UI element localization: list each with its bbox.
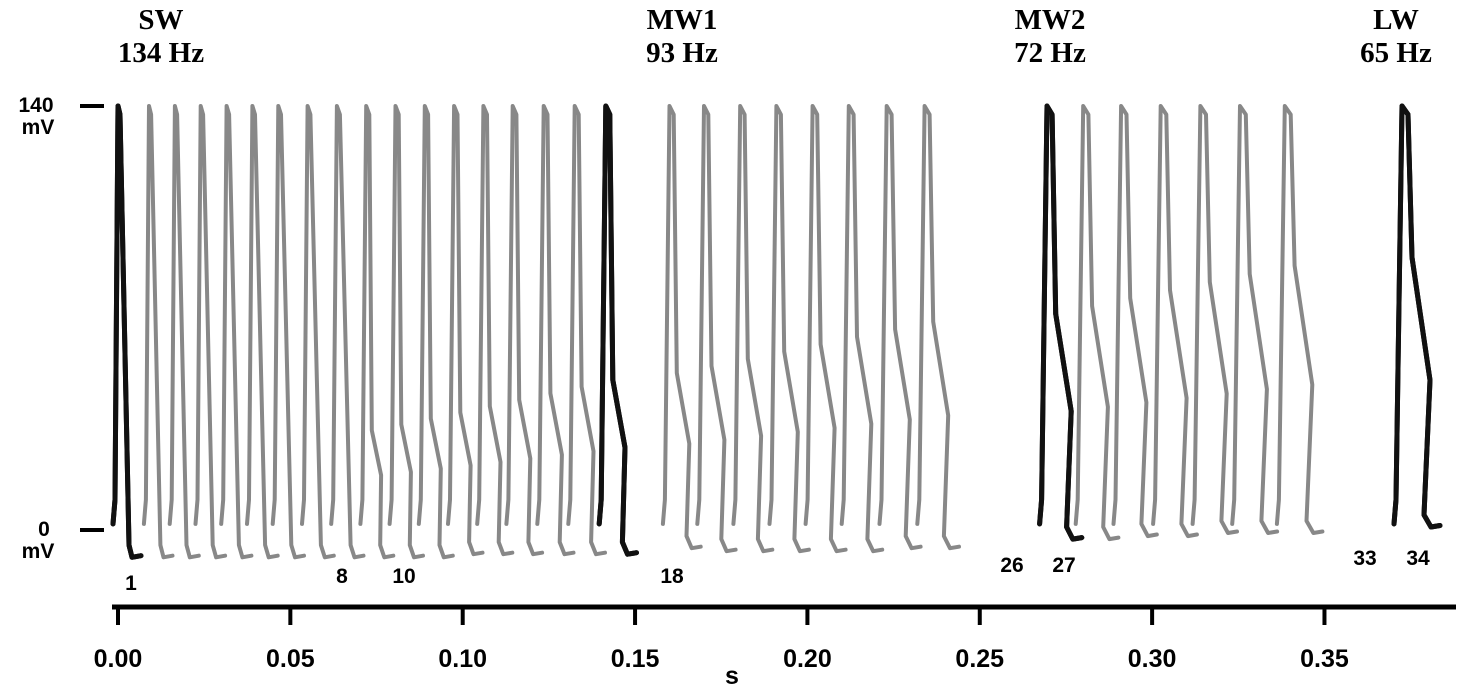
frequency-label: 93 Hz: [646, 37, 718, 69]
wave-name-label: MW1: [647, 4, 718, 36]
x-tick-label: 0.10: [438, 645, 487, 673]
spike-index-label: 34: [1406, 547, 1430, 570]
spike-trace: [329, 104, 366, 560]
spike-trace: [731, 104, 775, 554]
highlighted-spike-trace: [1037, 103, 1085, 542]
spike-trace: [660, 104, 703, 551]
spike-index-label: 10: [392, 565, 415, 588]
x-tick-label: 0.05: [266, 645, 315, 673]
frequency-label: 72 Hz: [1014, 37, 1086, 69]
spike-trace: [387, 104, 425, 560]
spike-index-label: 1: [125, 572, 137, 595]
spike-index-label: 8: [336, 565, 348, 588]
spike-trace: [535, 104, 576, 557]
x-tick-label: 0.30: [1128, 645, 1177, 673]
spike-index-label: 26: [1000, 554, 1023, 577]
spike-trace: [877, 104, 923, 551]
y-tick-unit: mV: [22, 116, 55, 139]
spike-trace: [193, 104, 228, 560]
x-tick-label: 0.35: [1300, 645, 1349, 673]
y-tick-unit: mV: [22, 540, 55, 563]
spike-trace: [1190, 104, 1239, 535]
spike-trace: [1230, 104, 1280, 535]
spike-trace: [358, 104, 396, 560]
spike-trace: [695, 104, 738, 554]
spike-trace: [141, 104, 175, 560]
x-axis: 0.00 0.05 0.10 0.15 0.20 0.25 0.30 0.35: [94, 604, 1456, 673]
spike-trace: [167, 104, 201, 560]
highlighted-spike-trace: [110, 103, 144, 560]
frequency-label: 134 Hz: [118, 37, 204, 69]
x-tick-label: 0.00: [94, 645, 143, 673]
wave-name-label: MW2: [1015, 4, 1086, 36]
spike-trace: [1111, 104, 1159, 539]
voltage-traces: [110, 103, 1443, 560]
spike-trace: [300, 104, 336, 560]
spike-index-label: 27: [1052, 554, 1075, 577]
highlighted-spike-trace: [1391, 103, 1443, 530]
spike-trace: [270, 104, 306, 560]
spike-trace: [245, 104, 280, 560]
spike-trace: [1151, 104, 1199, 539]
x-tick-label: 0.25: [955, 645, 1004, 673]
x-tick-label: 0.20: [783, 645, 832, 673]
spike-trace: [915, 104, 961, 551]
spike-trace: [803, 104, 848, 554]
spike-trace: [416, 104, 455, 560]
spike-trace: [566, 104, 607, 557]
wave-name-label: LW: [1373, 4, 1419, 36]
spike-trace: [1073, 104, 1121, 542]
spike-trace: [475, 104, 515, 557]
spike-trace: [767, 104, 811, 554]
spike-trace: [839, 104, 885, 554]
spike-index-label: 33: [1353, 547, 1376, 570]
wave-name-label: SW: [138, 4, 183, 36]
y-tick-label: 0: [38, 518, 50, 541]
x-axis-title: s: [725, 662, 739, 687]
spike-trace: [504, 104, 545, 557]
highlighted-spike-trace: [596, 103, 639, 557]
frequency-label: 65 Hz: [1360, 37, 1432, 69]
y-tick-label: 140: [18, 94, 53, 117]
spike-trace: [1274, 104, 1325, 535]
spike-number-labels: 1 8 10 18 26 27 33 34: [125, 547, 1430, 595]
spike-trace: [219, 104, 254, 560]
spike-trace: [446, 104, 485, 557]
spike-index-label: 18: [660, 565, 684, 588]
x-tick-label: 0.15: [611, 645, 660, 673]
